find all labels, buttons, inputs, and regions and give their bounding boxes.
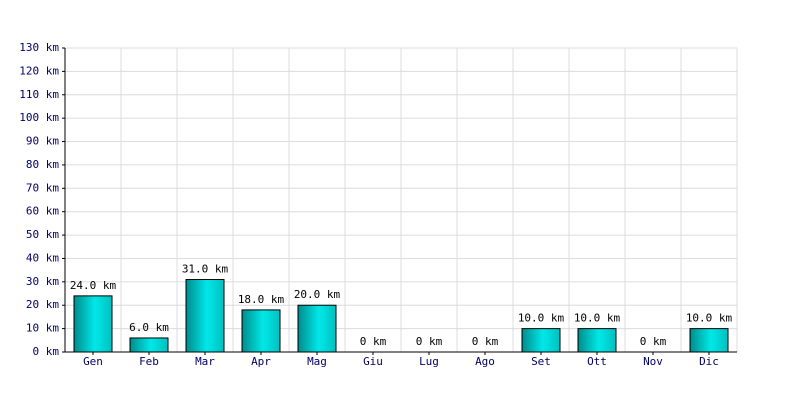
- y-tick-label: 40 km: [26, 251, 59, 264]
- value-label: 0 km: [416, 335, 443, 348]
- x-tick-label: Gen: [83, 355, 103, 368]
- value-label: 20.0 km: [294, 288, 341, 301]
- value-label: 10.0 km: [574, 312, 621, 325]
- x-tick-label: Ott: [587, 355, 607, 368]
- value-label: 0 km: [640, 335, 667, 348]
- value-label: 0 km: [360, 335, 387, 348]
- y-tick-label: 30 km: [26, 275, 59, 288]
- x-tick-label: Mar: [195, 355, 215, 368]
- y-tick-label: 70 km: [26, 181, 59, 194]
- y-tick-label: 120 km: [19, 64, 59, 77]
- bar: [577, 328, 617, 353]
- y-tick-label: 90 km: [26, 135, 59, 148]
- bar: [129, 337, 169, 353]
- bar: [297, 304, 337, 353]
- y-tick-label: 130 km: [19, 41, 59, 54]
- bar: [73, 295, 113, 353]
- value-label: 0 km: [472, 335, 499, 348]
- bar: [185, 279, 225, 353]
- y-tick-label: 110 km: [19, 88, 59, 101]
- y-tick-label: 100 km: [19, 111, 59, 124]
- y-tick-label: 0 km: [33, 345, 60, 358]
- x-tick-label: Nov: [643, 355, 663, 368]
- x-tick-label: Lug: [419, 355, 439, 368]
- y-tick-label: 10 km: [26, 322, 59, 335]
- x-tick-label: Set: [531, 355, 551, 368]
- x-tick-label: Dic: [699, 355, 719, 368]
- y-tick-label: 80 km: [26, 158, 59, 171]
- bar: [521, 328, 561, 353]
- y-tick-label: 20 km: [26, 298, 59, 311]
- value-label: 31.0 km: [182, 263, 229, 276]
- value-label: 24.0 km: [70, 279, 117, 292]
- x-tick-label: Ago: [475, 355, 495, 368]
- value-label: 10.0 km: [518, 312, 565, 325]
- x-tick-label: Giu: [363, 355, 383, 368]
- x-tick-label: Feb: [139, 355, 159, 368]
- bar: [689, 328, 729, 353]
- value-label: 18.0 km: [238, 293, 285, 306]
- y-tick-label: 60 km: [26, 205, 59, 218]
- x-tick-label: Mag: [307, 355, 327, 368]
- value-label: 6.0 km: [129, 321, 169, 334]
- value-label: 10.0 km: [686, 312, 733, 325]
- bar: [241, 309, 281, 353]
- x-tick-label: Apr: [251, 355, 271, 368]
- y-tick-label: 50 km: [26, 228, 59, 241]
